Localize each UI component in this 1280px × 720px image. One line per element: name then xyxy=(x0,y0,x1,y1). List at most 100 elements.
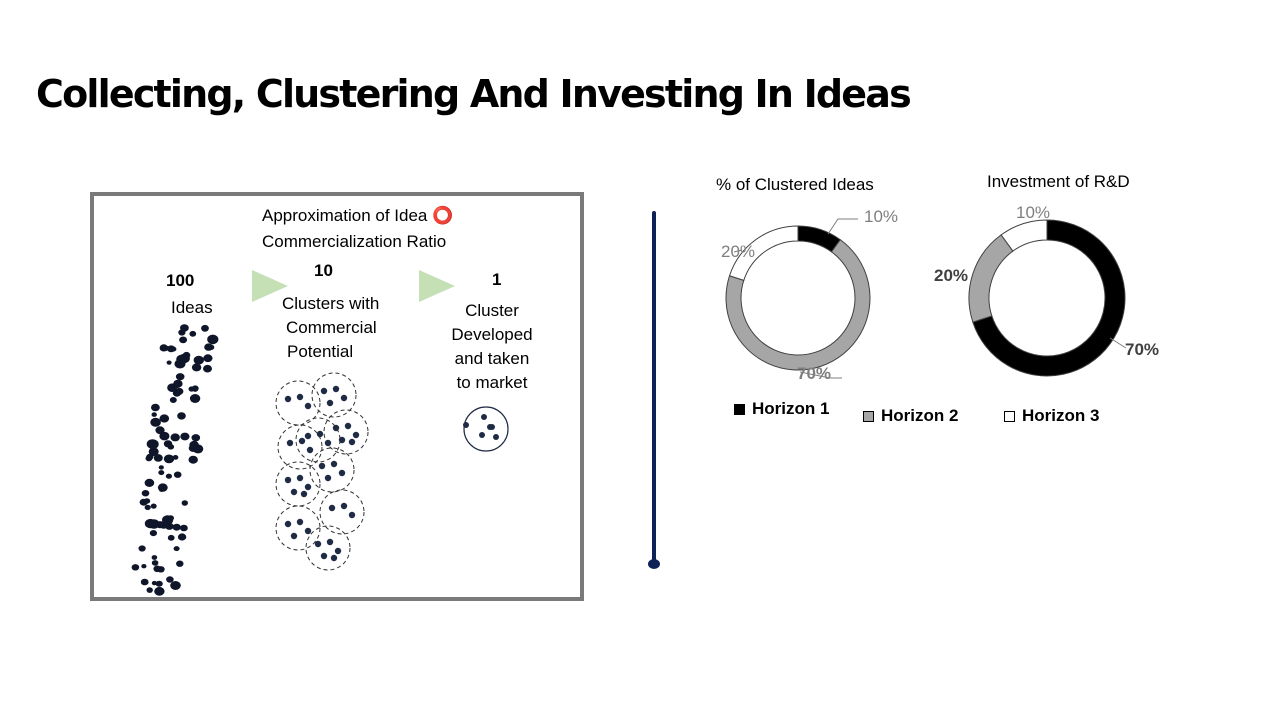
idea-dot xyxy=(166,360,172,365)
final-cluster-dot xyxy=(489,424,495,430)
idea-dot xyxy=(144,478,155,487)
cluster-dot xyxy=(324,474,332,482)
cluster-dot xyxy=(304,402,312,410)
arrow-right-icon xyxy=(252,270,288,302)
idea-dot xyxy=(201,324,209,332)
idea-dot xyxy=(167,534,175,541)
donut-slice-horizon-2 xyxy=(725,239,871,371)
panel-heading-line1: Approximation of Idea ⭕ xyxy=(262,206,454,225)
idea-dot xyxy=(191,385,199,392)
idea-dot xyxy=(159,431,170,441)
chart2-label-horizon1: 70% xyxy=(1125,340,1160,359)
label-leader-line xyxy=(799,371,842,379)
label-leader-line xyxy=(733,249,743,253)
cluster-dot xyxy=(330,554,338,562)
cluster-dot xyxy=(332,385,340,393)
stage-clusters-label: Clusters with Commercial Potential xyxy=(270,292,406,364)
cluster-dot xyxy=(314,540,322,548)
cluster-dot xyxy=(326,399,334,407)
cluster-dot xyxy=(320,387,328,395)
legend-horizon-2: Horizon 2 xyxy=(863,406,958,426)
chart1-label-horizon2: 70% xyxy=(797,364,832,383)
idea-dot xyxy=(151,560,159,566)
idea-dot xyxy=(166,576,174,583)
cluster-dot xyxy=(324,439,332,447)
cluster-dot xyxy=(306,446,314,454)
cluster-dot xyxy=(290,532,298,540)
legend-label: Horizon 2 xyxy=(881,406,959,425)
idea-dot xyxy=(207,334,219,345)
idea-dot xyxy=(191,434,201,442)
cluster-dot xyxy=(304,432,312,440)
idea-dot xyxy=(172,389,181,397)
cluster-dot xyxy=(330,460,338,468)
cluster-circle xyxy=(295,417,341,463)
stage-clusters-count: 10 xyxy=(314,261,333,280)
idea-dot xyxy=(163,440,173,448)
idea-dot xyxy=(203,354,213,363)
legend-swatch-horizon-3 xyxy=(1004,410,1015,422)
arrow-right-icon xyxy=(419,270,455,302)
stage-clusters-label-line: Potential xyxy=(287,342,354,361)
idea-dot xyxy=(167,383,178,393)
idea-dot xyxy=(163,454,175,464)
stage-market-count: 1 xyxy=(492,270,502,289)
chart2-donut xyxy=(968,219,1127,377)
idea-dot xyxy=(173,471,182,478)
idea-dot xyxy=(177,412,186,420)
stage-clusters-label-line: Commercial xyxy=(286,318,377,337)
idea-dot xyxy=(176,560,184,567)
cluster-circle xyxy=(323,409,369,455)
final-cluster-dot xyxy=(493,434,499,440)
idea-dot xyxy=(170,346,177,352)
legend-swatch-horizon-2 xyxy=(863,410,874,422)
idea-dot xyxy=(146,453,154,460)
idea-dot xyxy=(193,355,204,365)
cluster-dot xyxy=(326,538,334,546)
label-leader-line xyxy=(1109,337,1127,349)
idea-ratio-panel xyxy=(90,192,584,601)
legend-horizon-1: Horizon 1 xyxy=(734,399,829,419)
idea-dot xyxy=(180,324,189,332)
chart1-label-horizon3: 20% xyxy=(721,242,756,261)
idea-dot xyxy=(150,503,157,509)
final-cluster-circle xyxy=(463,406,509,452)
idea-dot xyxy=(173,546,180,552)
cluster-dot xyxy=(304,483,312,491)
idea-dot xyxy=(170,581,181,590)
cluster-dot xyxy=(334,547,342,555)
cluster-circle xyxy=(275,380,321,426)
idea-dot xyxy=(181,500,188,506)
idea-dot xyxy=(155,580,163,587)
idea-dot xyxy=(191,363,202,372)
cluster-dot xyxy=(340,502,348,510)
legend-horizon-3: Horizon 3 xyxy=(1004,406,1099,426)
idea-dot xyxy=(155,426,165,435)
stage-ideas-count: 100 xyxy=(166,271,195,290)
idea-dot xyxy=(175,373,185,381)
page-title: Collecting, Clustering And Investing In … xyxy=(36,72,912,116)
chart2-label-horizon3: 10% xyxy=(1016,203,1051,222)
idea-dot xyxy=(159,521,168,529)
idea-dot xyxy=(172,523,181,531)
vertical-divider xyxy=(648,211,660,569)
cluster-dot xyxy=(300,490,308,498)
idea-dot xyxy=(141,490,150,497)
cluster-dot xyxy=(296,518,304,526)
idea-dot xyxy=(131,564,140,571)
idea-dot xyxy=(158,470,165,476)
cluster-circle xyxy=(275,505,321,551)
idea-dot xyxy=(189,330,197,337)
donut-slice-horizon-2 xyxy=(968,234,1014,323)
idea-dot xyxy=(177,533,187,541)
cluster-dot xyxy=(318,462,326,470)
cluster-dot xyxy=(296,393,304,401)
stage-market-label-line: to market xyxy=(456,373,528,392)
chart2-label-horizon2: 20% xyxy=(934,266,969,285)
idea-dot xyxy=(151,555,158,560)
idea-dot xyxy=(189,440,199,450)
idea-dot xyxy=(179,336,188,344)
cluster-dot xyxy=(290,488,298,496)
idea-dot xyxy=(150,417,161,427)
cluster-dot xyxy=(320,552,328,560)
